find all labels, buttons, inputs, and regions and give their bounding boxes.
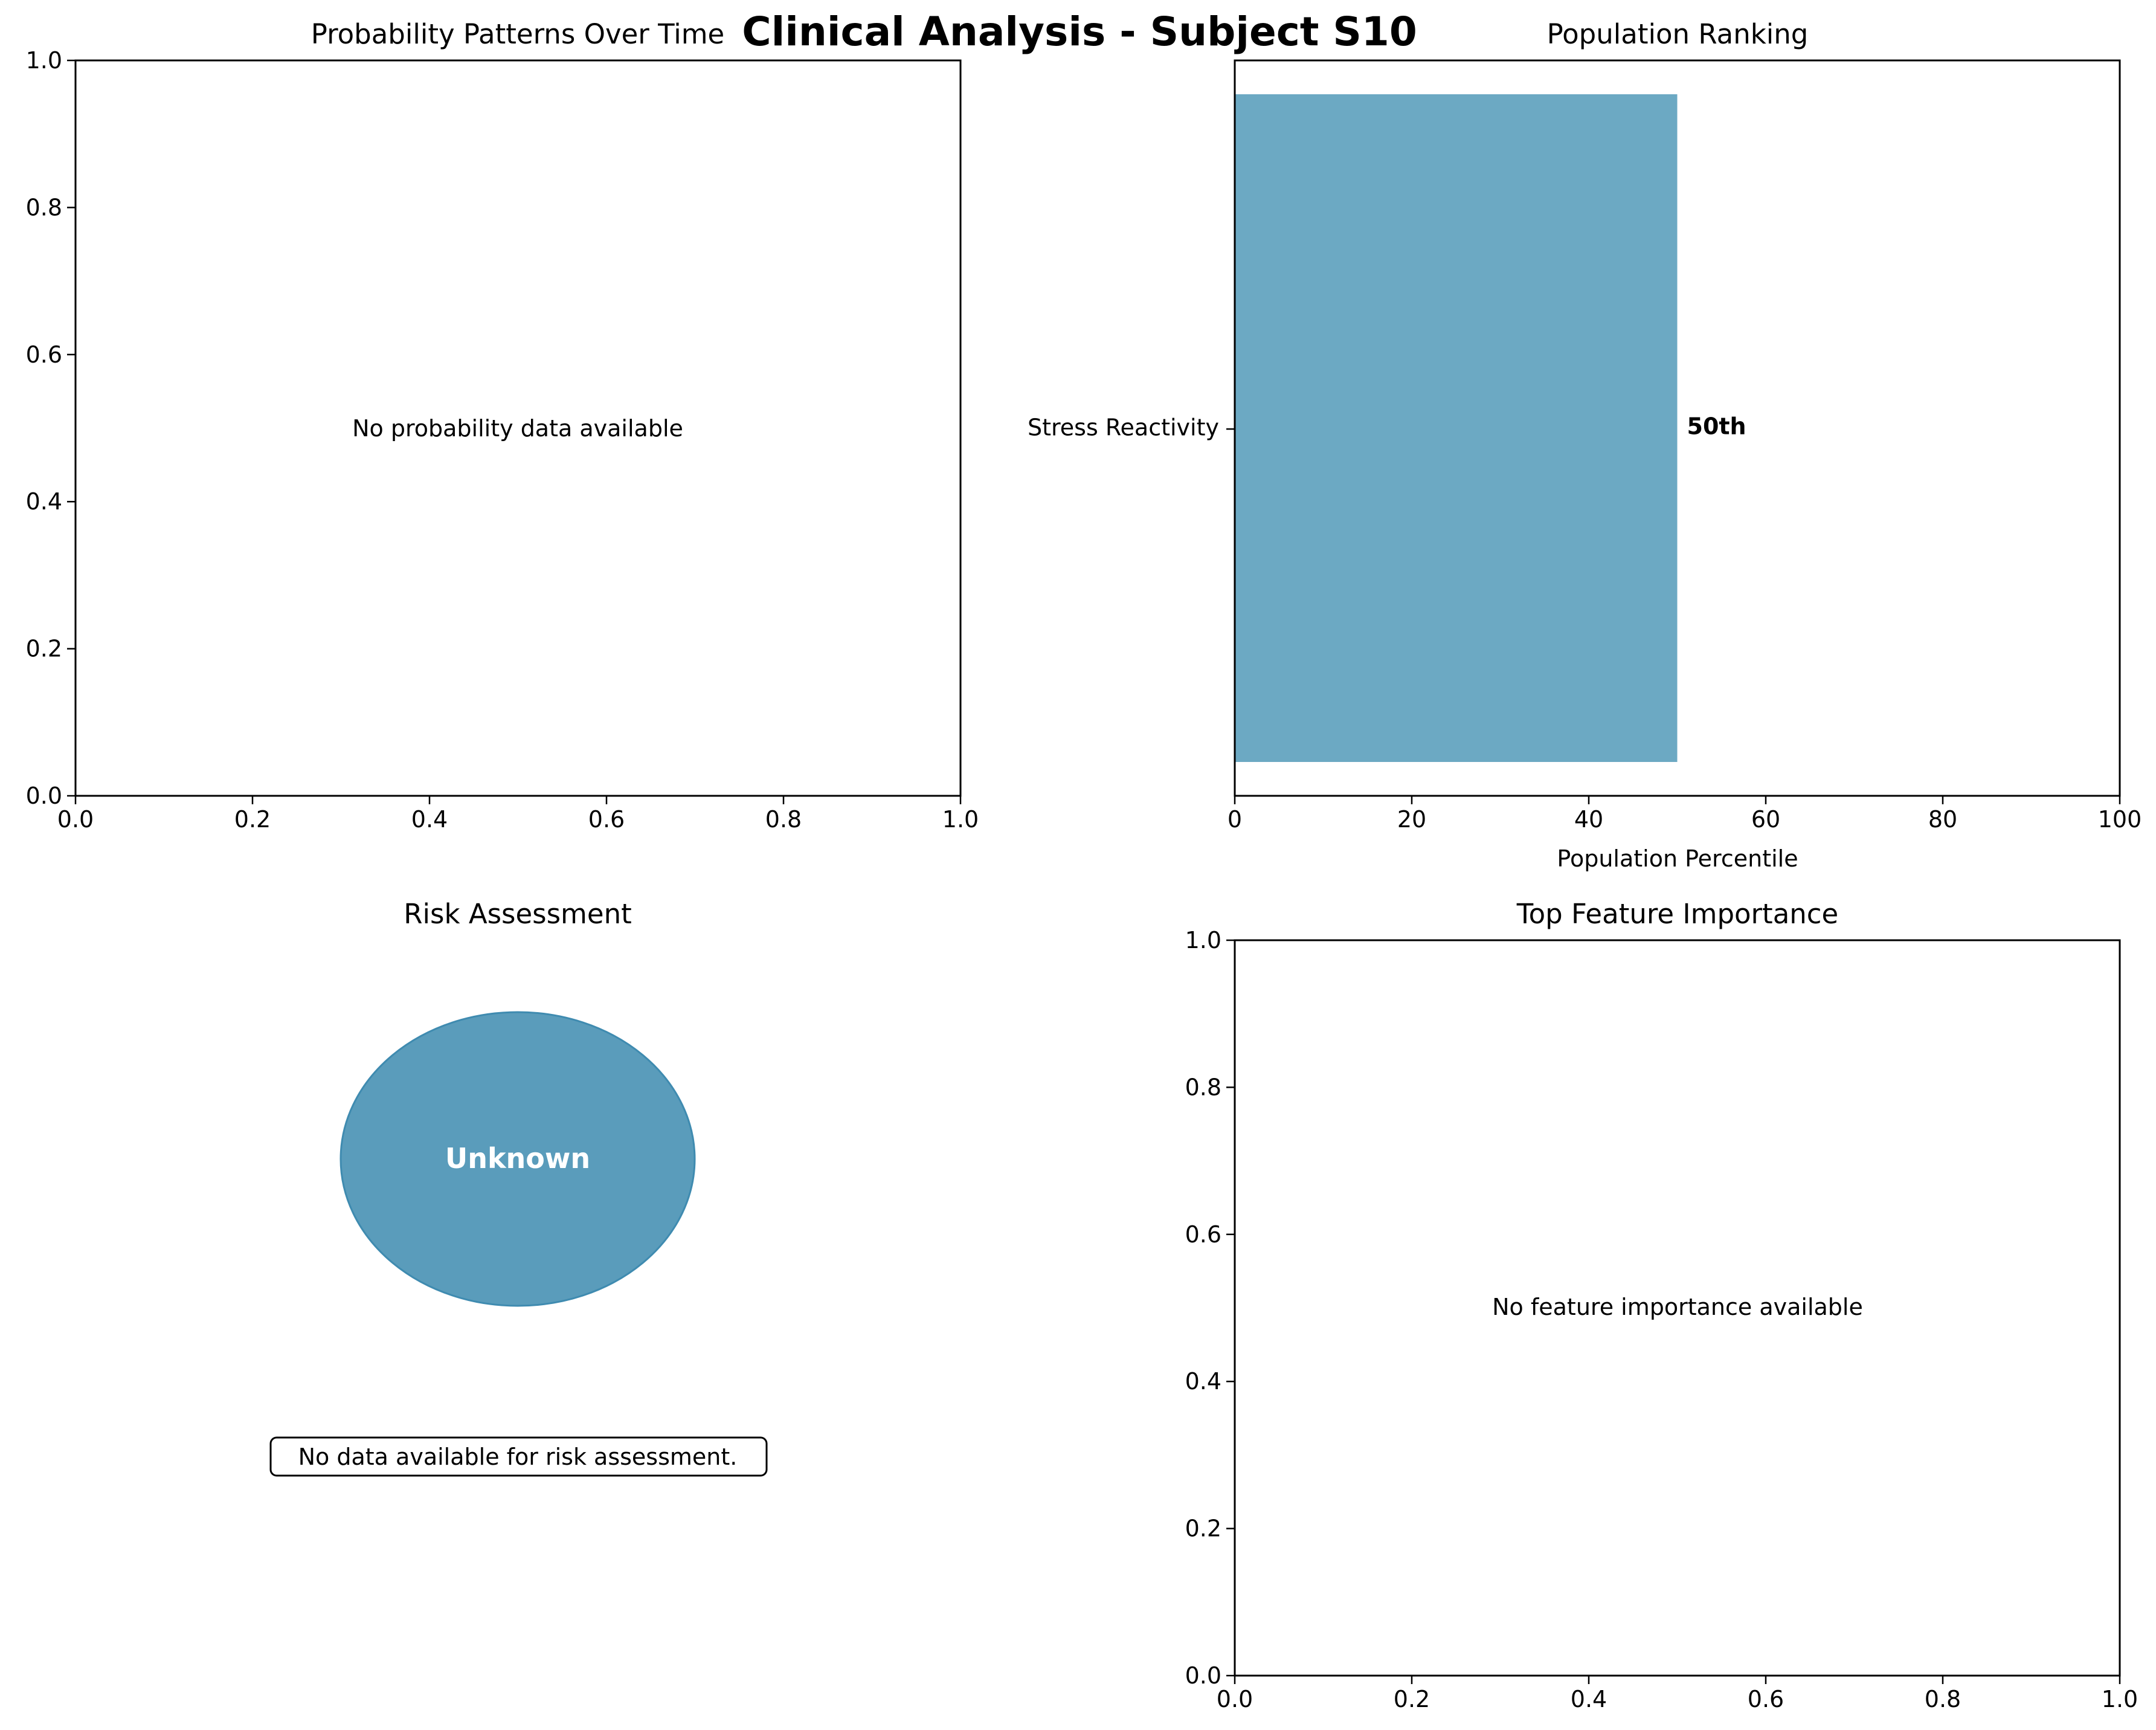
x-tick-label: 0.2 (234, 806, 271, 833)
x-tick-label: 1.0 (2102, 1686, 2138, 1712)
panel-title: Risk Assessment (404, 898, 632, 930)
x-tick-label: 80 (1928, 806, 1957, 833)
plot-frame (74, 59, 962, 797)
plot-frame (1234, 939, 2121, 1677)
risk-message: No data available for risk assessment. (298, 1444, 738, 1470)
panel-population-ranking: Population Ranking 50th Stress Reactivit… (1028, 18, 2142, 872)
x-axis-ticks: 0 20 40 60 80 100 (1228, 796, 2142, 833)
bar-value-label: 50th (1687, 413, 1746, 440)
x-axis-label: Population Percentile (1557, 845, 1798, 872)
y-tick-label: Stress Reactivity (1028, 415, 1219, 441)
panel-title: Population Ranking (1547, 18, 1809, 50)
x-tick-label: 0.8 (1925, 1686, 1961, 1712)
y-tick-label: 1.0 (26, 47, 62, 74)
empty-annotation: No feature importance available (1492, 1294, 1863, 1320)
x-tick-label: 0 (1228, 806, 1242, 833)
plot-frame (1234, 59, 2121, 797)
x-tick-label: 1.0 (942, 806, 979, 833)
risk-indicator-ellipse (339, 1011, 696, 1307)
risk-message-box (269, 1436, 768, 1477)
x-tick-label: 40 (1574, 806, 1603, 833)
bar-stress-reactivity (1235, 94, 1678, 762)
y-tick-label: 0.6 (1185, 1221, 1221, 1248)
axis-ticks: 0.0 0.2 0.4 0.6 0.8 1.0 0.0 0.2 0.4 0.6 0.8 1.0 (1185, 927, 2138, 1712)
x-tick-label: 0.4 (1571, 1686, 1607, 1712)
y-tick-label: 0.6 (26, 341, 62, 368)
x-tick-label: 0.8 (765, 806, 802, 833)
panel-title: Probability Patterns Over Time (311, 18, 725, 50)
panel-title: Top Feature Importance (1516, 898, 1838, 930)
y-tick-label: 0.2 (26, 636, 62, 662)
y-tick-label: 1.0 (1185, 927, 1221, 954)
y-tick-label: 0.8 (26, 194, 62, 221)
panel-feature-importance: Top Feature Importance 0.0 0.2 0.4 0.6 0.8 1.… (1185, 898, 2138, 1712)
x-tick-label: 0.2 (1394, 1686, 1430, 1712)
x-tick-label: 100 (2098, 806, 2142, 833)
axis-ticks: 0.0 0.2 0.4 0.6 0.8 1.0 0.0 0.2 0.4 0.6 0.8 1.0 (26, 47, 979, 833)
panel-probability-patterns: Probability Patterns Over Time 0.0 0.2 0.4… (26, 18, 979, 833)
y-tick-label: 0.4 (26, 488, 62, 515)
x-tick-label: 0.6 (1748, 1686, 1784, 1712)
x-tick-label: 20 (1397, 806, 1426, 833)
x-tick-label: 0.0 (1217, 1686, 1253, 1712)
x-tick-label: 0.6 (588, 806, 625, 833)
x-tick-label: 0.0 (57, 806, 94, 833)
y-tick-label: 0.0 (26, 783, 62, 809)
risk-indicator-label: Unknown (445, 1142, 590, 1175)
figure-title: Clinical Analysis - Subject S10 (742, 8, 1417, 55)
empty-annotation: No probability data available (352, 415, 683, 442)
x-tick-label: 0.4 (411, 806, 448, 833)
y-tick-label: 0.8 (1185, 1074, 1221, 1100)
x-tick-label: 60 (1751, 806, 1780, 833)
panel-risk-assessment: Risk Assessment Unknown No data availabl… (269, 898, 768, 1477)
y-tick-label: 0.2 (1185, 1515, 1221, 1542)
y-tick-label: 0.0 (1185, 1662, 1221, 1689)
y-tick-label: 0.4 (1185, 1368, 1221, 1395)
